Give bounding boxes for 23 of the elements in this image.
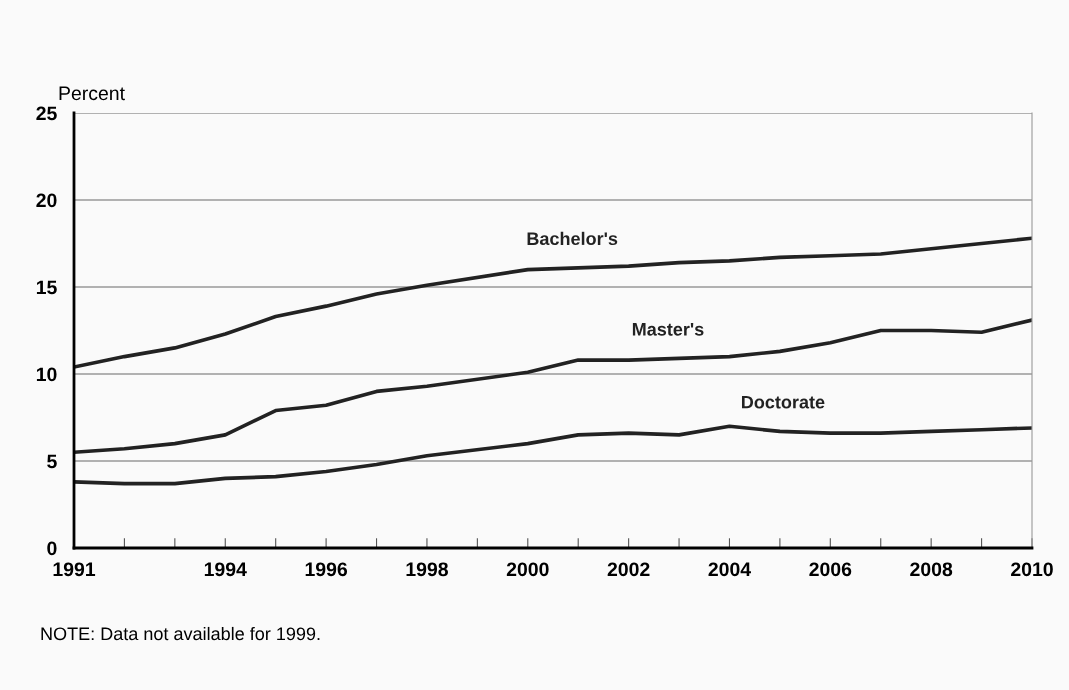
series-label: Bachelor's bbox=[527, 231, 618, 246]
line-series bbox=[74, 424, 1032, 486]
y-tick-label: 25 bbox=[36, 106, 57, 121]
x-tick-label: 2006 bbox=[809, 562, 852, 577]
y-tick-label: 15 bbox=[36, 280, 57, 295]
y-tick-label: 10 bbox=[36, 367, 57, 382]
text: NOTE: Data not available for 1999. bbox=[41, 626, 320, 641]
x-tick-label: 1998 bbox=[406, 562, 448, 577]
y-axis-title: Percent bbox=[59, 86, 125, 101]
x-tick-label: 2008 bbox=[910, 562, 953, 577]
x-tick-label: 2000 bbox=[506, 562, 549, 577]
x-tick-label: 2004 bbox=[708, 562, 751, 577]
x-tick-label: 2010 bbox=[1011, 562, 1053, 577]
y-tick-label: 5 bbox=[47, 454, 57, 469]
series-label: Master's bbox=[632, 323, 704, 336]
x-tick-label: 1991 bbox=[53, 562, 96, 577]
x-tick-label: 1994 bbox=[204, 562, 247, 577]
series-label: Doctorate bbox=[741, 395, 825, 409]
line-series bbox=[74, 318, 1032, 455]
y-tick-label: 0 bbox=[47, 541, 57, 556]
y-tick-label: 20 bbox=[36, 193, 57, 208]
x-tick-label: 1996 bbox=[305, 562, 348, 577]
x-tick-label: 2002 bbox=[607, 562, 650, 577]
